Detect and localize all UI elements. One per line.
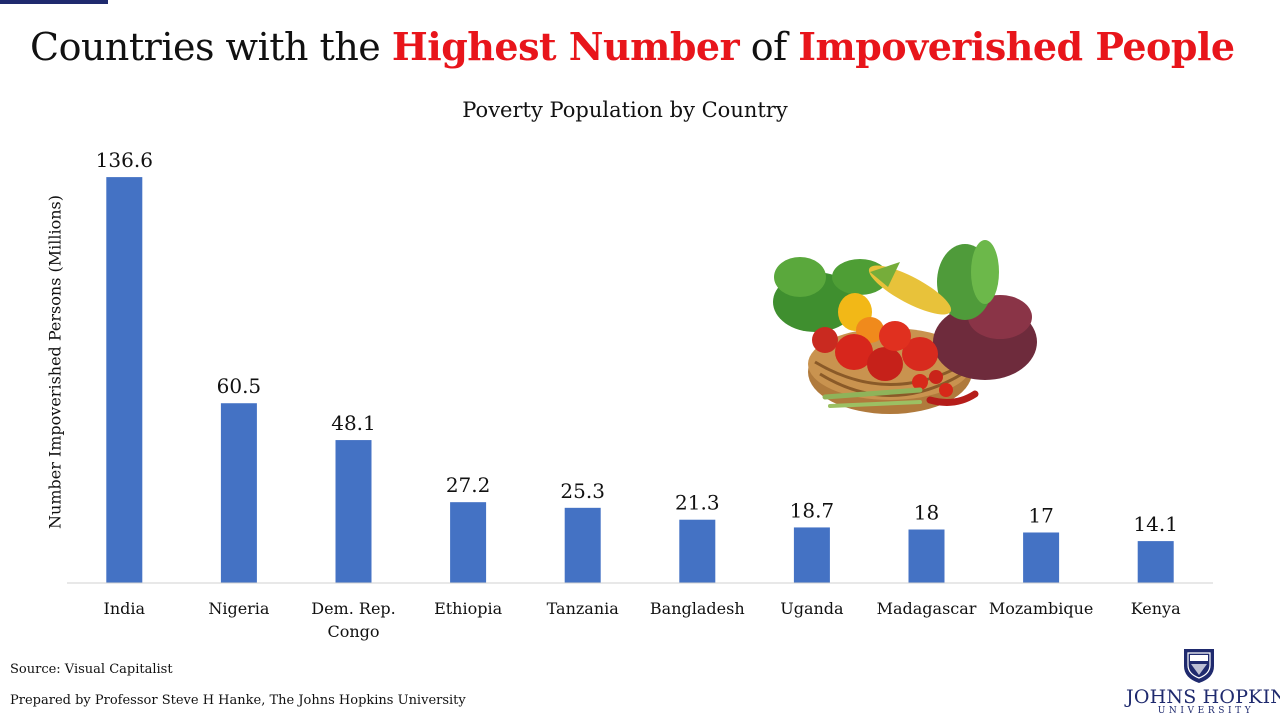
bar-4 (564, 507, 601, 583)
data-label-6: 18.7 (790, 498, 835, 522)
data-label-0: 136.6 (96, 148, 153, 172)
data-label-1: 60.5 (217, 374, 262, 398)
data-label-4: 25.3 (560, 479, 605, 503)
bar-2 (335, 440, 372, 583)
bar-7 (908, 529, 945, 583)
bar-8 (1023, 532, 1060, 583)
data-label-7: 18 (914, 501, 939, 525)
chart-title: Poverty Population by Country (462, 98, 788, 122)
x-tick-label-0: India (104, 599, 146, 618)
x-tick-label-2: Dem. Rep. Congo (311, 599, 395, 641)
shield-crest-icon (1184, 649, 1214, 683)
x-tick-label-3: Ethiopia (434, 599, 503, 618)
bar-1 (220, 403, 257, 583)
title-text-1: Countries with the (30, 25, 392, 69)
data-label-5: 21.3 (675, 491, 720, 515)
x-tick-label-7: Madagascar (877, 599, 977, 618)
y-axis-label: Number Impoverished Persons (Millions) (45, 195, 65, 529)
title-highlight-2: Impoverished People (798, 24, 1235, 69)
bar-5 (679, 519, 716, 583)
title-highlight-1: Highest Number (391, 24, 740, 69)
bar-9 (1137, 541, 1174, 583)
x-tick-label-9: Kenya (1131, 599, 1181, 618)
data-label-8: 17 (1028, 503, 1053, 527)
source-note: Source: Visual Capitalist (10, 662, 173, 677)
bar-6 (793, 527, 830, 583)
data-label-2: 48.1 (331, 411, 376, 435)
prepared-by-note: Prepared by Professor Steve H Hanke, The… (10, 693, 466, 708)
x-tick-label-6: Uganda (780, 599, 844, 618)
x-tick-label-5: Bangladesh (650, 599, 745, 618)
jhu-logo-name: JOHNS HOPKINS (1126, 686, 1280, 708)
jhu-logo-subtitle: UNIVERSITY (1157, 706, 1255, 716)
bar-0 (106, 177, 143, 584)
x-tick-label-8: Mozambique (989, 599, 1094, 618)
page-title: Countries with the Highest Number of Imp… (30, 24, 1235, 69)
x-tick-label-4: Tanzania (547, 599, 620, 618)
bar-3 (450, 502, 487, 583)
x-tick-label-1: Nigeria (208, 599, 270, 618)
title-text-2: of (739, 25, 799, 69)
vegetable-basket-icon (773, 240, 1037, 414)
data-label-3: 27.2 (446, 473, 491, 497)
corner-accent-bar (0, 0, 108, 4)
data-label-9: 14.1 (1133, 512, 1178, 536)
